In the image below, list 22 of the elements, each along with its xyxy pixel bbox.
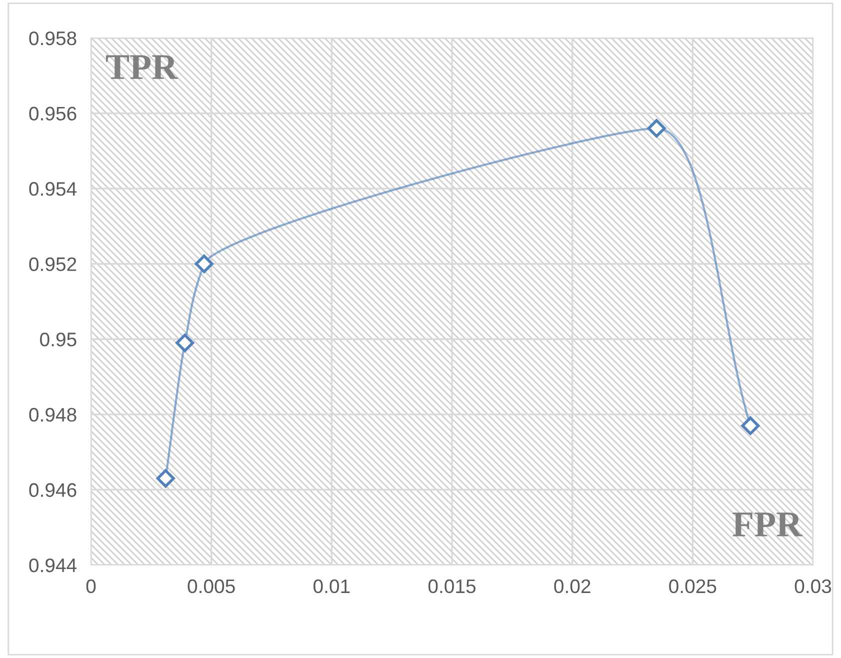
y-tick-label: 0.954 (29, 182, 77, 196)
point (156, 469, 175, 488)
x-tick-label: 0.02 (554, 579, 590, 594)
x-axis-title: FPR (732, 512, 802, 536)
point (741, 416, 760, 435)
y-tick-label: 0.944 (29, 558, 77, 572)
point (176, 334, 194, 352)
y-tick-label: 0.956 (29, 106, 76, 121)
y-tick-label: 0.958 (29, 31, 76, 46)
y-tick-label: 0.948 (29, 408, 76, 422)
x-tick-label: 0.01 (314, 579, 350, 594)
point (647, 119, 666, 138)
x-tick-label: 0.025 (669, 579, 716, 594)
x-tick-label: 0.005 (188, 579, 235, 594)
y-tick-label: 0.95 (40, 332, 76, 346)
y-tick-label: 0.946 (29, 483, 76, 497)
point (194, 254, 214, 274)
x-tick-label: 0 (86, 579, 96, 594)
x-tick-label: 0.015 (428, 579, 476, 594)
y-axis-title: TPR (106, 55, 178, 79)
y-tick-label: 0.952 (29, 257, 76, 272)
x-tick-label: 0.03 (794, 579, 832, 594)
